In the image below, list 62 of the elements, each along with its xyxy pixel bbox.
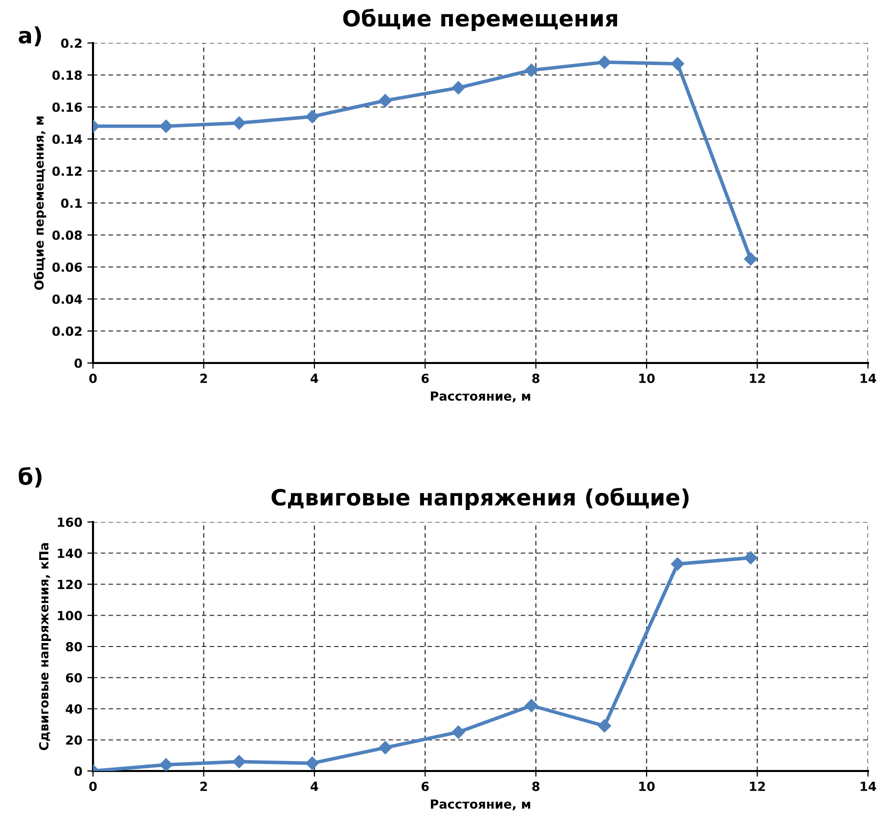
x-tick-label: 8	[532, 374, 540, 384]
chart-title: Общие перемещения	[343, 8, 618, 31]
y-tick-label: 0.04	[52, 294, 82, 304]
y-tick-label: 0.08	[52, 230, 82, 240]
y-tick-label: 0.12	[52, 166, 82, 176]
x-tick-label: 6	[422, 374, 429, 384]
point	[670, 57, 684, 70]
x-tick-label: 10	[639, 374, 655, 384]
y-tick-label: 0.18	[52, 70, 82, 80]
point	[598, 719, 612, 732]
x-tick-label: 0	[89, 374, 97, 384]
y-tick-label: 80	[66, 642, 82, 652]
point	[524, 699, 538, 712]
y-tick-label: 60	[66, 673, 82, 683]
point	[159, 758, 173, 771]
x-tick-label: 4	[310, 374, 318, 383]
y-tick-label: 0.16	[52, 102, 82, 112]
x-tick-label: 12	[750, 374, 765, 383]
y-tick-label: 20	[66, 735, 82, 745]
y-axis-title: Общие перемещения, м	[34, 116, 46, 290]
x-tick-label: 2	[200, 782, 207, 791]
point	[378, 94, 392, 108]
x-tick-label: 8	[532, 782, 540, 792]
y-tick-label: 0.1	[61, 198, 82, 208]
point	[232, 116, 246, 130]
x-tick-label: 2	[200, 374, 207, 383]
point	[306, 110, 319, 124]
point	[452, 81, 465, 94]
y-tick-label: 140	[58, 548, 82, 558]
x-tick-label: 0	[89, 782, 97, 792]
point	[598, 56, 612, 69]
point	[744, 252, 758, 266]
y-tick-label: 0.14	[52, 134, 82, 144]
y-tick-label: 0.2	[61, 38, 82, 48]
y-tick-label: 0.06	[52, 262, 82, 272]
y-tick-label: 120	[58, 580, 82, 590]
point	[744, 551, 758, 564]
y-tick-label: 40	[66, 704, 82, 714]
point	[306, 756, 319, 770]
point	[452, 726, 465, 739]
point	[524, 64, 538, 77]
x-tick-label: 14	[860, 782, 876, 791]
chart-title: Сдвиговые напряжения (общие)	[272, 488, 689, 510]
x-tick-label: 10	[639, 782, 655, 792]
x-axis-title: Расстояние, м	[430, 391, 530, 402]
y-tick-label: 0	[74, 766, 82, 776]
x-tick-label: 6	[422, 782, 429, 792]
x-tick-label: 12	[750, 782, 765, 791]
x-axis-title: Расстояние, м	[430, 799, 530, 810]
y-tick-label: 160	[58, 517, 82, 527]
x-tick-label: 4	[310, 782, 318, 791]
y-tick-label: 0.02	[52, 326, 82, 336]
y-tick-label: 100	[58, 610, 82, 620]
text: а)	[18, 26, 41, 46]
point	[159, 120, 173, 133]
point	[378, 741, 392, 754]
point	[232, 755, 246, 768]
y-tick-label: 0	[74, 358, 82, 368]
point	[670, 557, 684, 571]
x-tick-label: 14	[860, 374, 876, 383]
text: б)	[18, 467, 42, 488]
y-axis-title: Сдвиговые напряжения, кПа	[39, 543, 51, 750]
